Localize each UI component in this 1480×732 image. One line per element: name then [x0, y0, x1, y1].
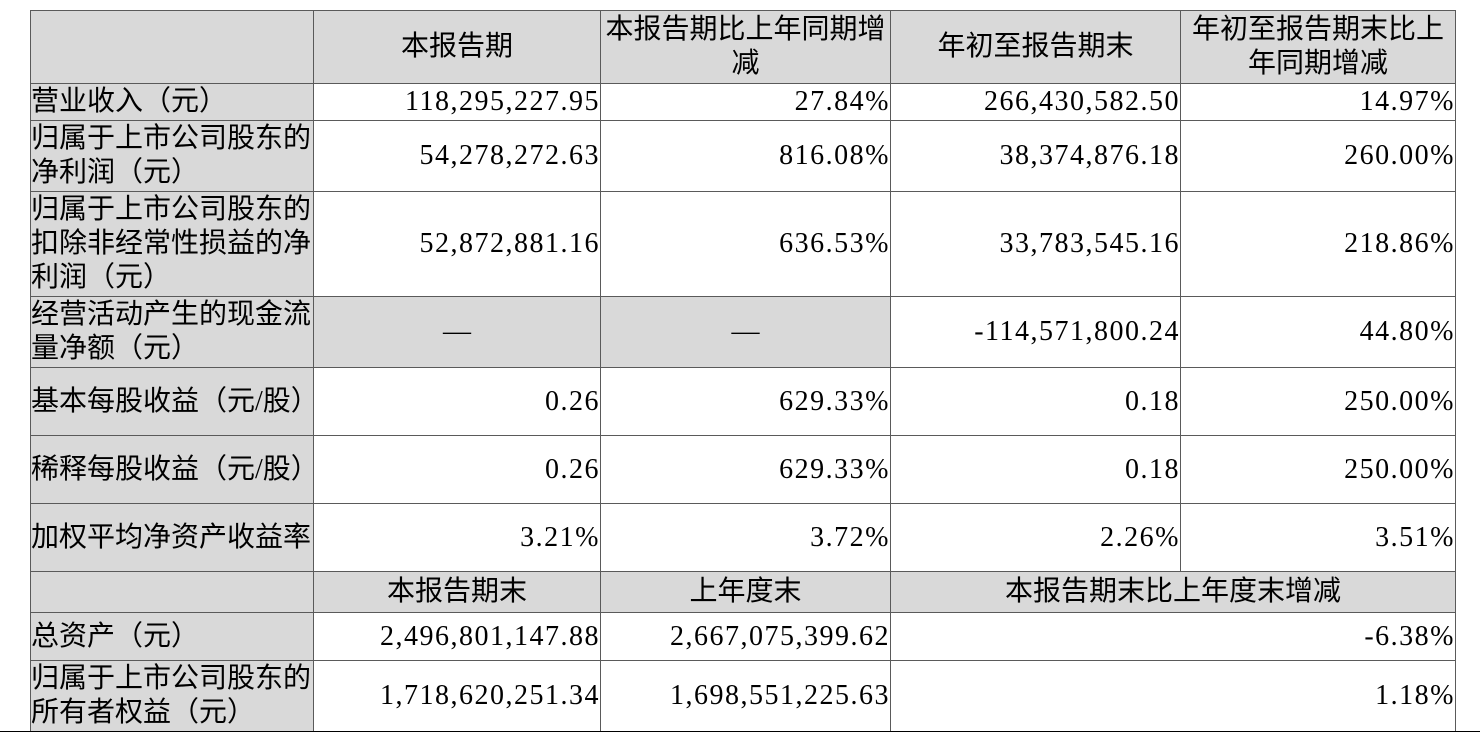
row-label: 稀释每股收益（元/股） [30, 435, 319, 504]
cell-value: 629.33% [600, 367, 891, 436]
cell-value: 1,718,620,251.34 [313, 660, 601, 732]
cell-value: 636.53% [600, 191, 891, 297]
table-row: 经营活动产生的现金流量净额（元） — — -114,571,800.24 44.… [30, 296, 1456, 368]
cell-value: 118,295,227.95 [313, 83, 601, 121]
cell-value: 2,667,075,399.62 [600, 612, 891, 661]
row-label: 经营活动产生的现金流量净额（元） [30, 296, 314, 368]
cell-value: 52,872,881.16 [313, 191, 601, 297]
cell-value: 1.18% [890, 660, 1456, 732]
cell-value: 54,278,272.63 [313, 120, 601, 192]
cell-value: 0.26 [313, 435, 601, 504]
subheader-corner-cell [30, 571, 314, 613]
cell-value: 250.00% [1180, 367, 1456, 436]
cell-value: 1,698,551,225.63 [600, 660, 891, 732]
table-row: 归属于上市公司股东的所有者权益（元） 1,718,620,251.34 1,69… [30, 660, 1456, 732]
header-ytd: 年初至报告期末 [890, 10, 1181, 84]
table-row: 稀释每股收益（元/股） 0.26 629.33% 0.18 250.00% [30, 435, 1456, 504]
table-row: 归属于上市公司股东的扣除非经常性损益的净利润（元） 52,872,881.16 … [30, 191, 1456, 297]
cell-value: 260.00% [1180, 120, 1456, 192]
row-label: 营业收入（元） [30, 83, 314, 121]
table-subheader-row: 本报告期末 上年度末 本报告期末比上年度末增减 [30, 571, 1456, 613]
header-current-period-yoy-change: 本报告期比上年同期增减 [600, 10, 891, 84]
row-label: 归属于上市公司股东的扣除非经常性损益的净利润（元） [30, 191, 314, 297]
cell-value: 38,374,876.18 [890, 120, 1181, 192]
row-label: 加权平均净资产收益率 [30, 503, 314, 572]
cell-value: 816.08% [600, 120, 891, 192]
header-corner-cell [30, 10, 314, 84]
cell-value: 2,496,801,147.88 [313, 612, 601, 661]
table-row: 加权平均净资产收益率 3.21% 3.72% 2.26% 3.51% [30, 503, 1456, 572]
cell-value: 0.18 [890, 367, 1181, 436]
subheader-period-end: 本报告期末 [313, 571, 601, 613]
table-row: 总资产（元） 2,496,801,147.88 2,667,075,399.62… [30, 612, 1456, 661]
cell-value: 44.80% [1180, 296, 1456, 368]
cell-value: 0.18 [890, 435, 1181, 504]
cell-value: 14.97% [1180, 83, 1456, 121]
cell-value: 33,783,545.16 [890, 191, 1181, 297]
subheader-prior-year-end: 上年度末 [600, 571, 891, 613]
cell-value: 629.33% [600, 435, 891, 504]
cell-value: 27.84% [600, 83, 891, 121]
cell-value: 2.26% [890, 503, 1181, 572]
row-label: 总资产（元） [30, 612, 314, 661]
financial-summary-table: 本报告期 本报告期比上年同期增减 年初至报告期末 年初至报告期末比上年同期增减 … [30, 10, 1456, 732]
header-current-period: 本报告期 [313, 10, 601, 84]
cell-value: 3.51% [1180, 503, 1456, 572]
cell-value: 266,430,582.50 [890, 83, 1181, 121]
table-row: 归属于上市公司股东的净利润（元） 54,278,272.63 816.08% 3… [30, 120, 1456, 192]
row-label: 归属于上市公司股东的所有者权益（元） [30, 660, 314, 732]
cell-value: -114,571,800.24 [890, 296, 1181, 368]
cell-value: 3.21% [313, 503, 601, 572]
header-ytd-yoy-change: 年初至报告期末比上年同期增减 [1180, 10, 1456, 84]
cell-value: 3.72% [600, 503, 891, 572]
cell-value: -6.38% [890, 612, 1456, 661]
table-row: 营业收入（元） 118,295,227.95 27.84% 266,430,58… [30, 83, 1456, 121]
row-label: 基本每股收益（元/股） [30, 367, 319, 436]
subheader-period-end-vs-prior-year-end: 本报告期末比上年度末增减 [890, 571, 1456, 613]
table-header-row: 本报告期 本报告期比上年同期增减 年初至报告期末 年初至报告期末比上年同期增减 [30, 10, 1456, 84]
cell-value: 218.86% [1180, 191, 1456, 297]
cell-value: 0.26 [313, 367, 601, 436]
cell-value: 250.00% [1180, 435, 1456, 504]
cell-value-empty-dash: — [313, 296, 601, 368]
table-row: 基本每股收益（元/股） 0.26 629.33% 0.18 250.00% [30, 367, 1456, 436]
cell-value-empty-dash: — [600, 296, 891, 368]
row-label: 归属于上市公司股东的净利润（元） [30, 120, 314, 192]
